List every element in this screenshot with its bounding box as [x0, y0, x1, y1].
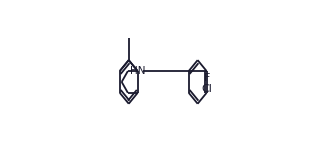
Text: Cl: Cl [201, 84, 212, 94]
Text: HN: HN [130, 66, 146, 76]
Text: F: F [204, 73, 210, 83]
